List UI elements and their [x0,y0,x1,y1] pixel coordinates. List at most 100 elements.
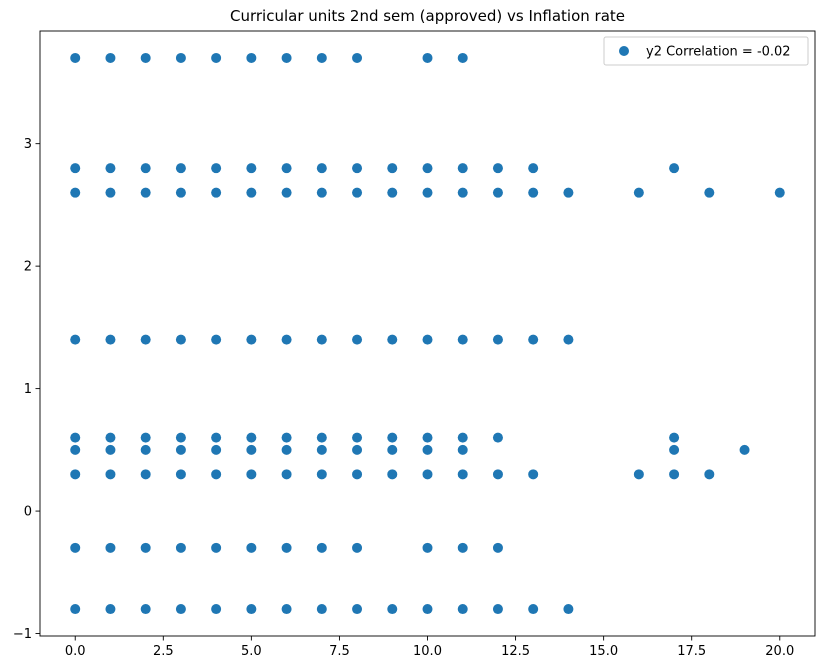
data-point [669,432,680,443]
data-point [140,604,151,615]
data-point [281,187,292,198]
data-point [563,187,574,198]
data-point [387,334,398,345]
data-point [528,469,539,480]
data-point [316,187,327,198]
data-point [387,444,398,455]
data-point [246,542,257,553]
x-tick-label: 17.5 [677,644,706,659]
data-point [422,187,433,198]
data-point [211,542,222,553]
data-point [246,52,257,63]
data-point [563,334,574,345]
data-point [422,432,433,443]
points-layer [70,52,785,615]
data-point [140,432,151,443]
data-point [175,432,186,443]
data-point [422,542,433,553]
data-point [175,604,186,615]
x-tick-label: 12.5 [501,644,530,659]
data-point [211,604,222,615]
data-point [70,542,81,553]
data-point [457,432,468,443]
data-point [633,469,644,480]
x-tick-label: 0.0 [65,644,86,659]
data-point [457,469,468,480]
data-point [422,604,433,615]
data-point [211,187,222,198]
data-point [422,334,433,345]
data-point [316,604,327,615]
data-point [352,469,363,480]
data-point [70,163,81,174]
data-point [246,444,257,455]
data-point [70,432,81,443]
data-point [316,469,327,480]
x-axis: 0.0 2.5 5.0 7.5 10.0 12.5 15.0 17.5 20.0 [65,636,794,659]
data-point [70,52,81,63]
data-point [105,52,116,63]
data-point [105,187,116,198]
y-tick-label: 0 [24,505,32,520]
data-point [246,334,257,345]
data-point [316,542,327,553]
data-point [140,542,151,553]
data-point [246,187,257,198]
data-point [281,444,292,455]
data-point [175,334,186,345]
data-point [105,163,116,174]
x-tick-label: 10.0 [413,644,442,659]
data-point [211,444,222,455]
data-point [211,334,222,345]
chart-title: Curricular units 2nd sem (approved) vs I… [230,7,625,25]
data-point [457,604,468,615]
data-point [352,163,363,174]
data-point [175,469,186,480]
data-point [211,163,222,174]
data-point [175,187,186,198]
data-point [492,469,503,480]
y-tick-label: 1 [24,382,32,397]
data-point [316,432,327,443]
data-point [704,469,715,480]
data-point [457,334,468,345]
data-point [422,444,433,455]
data-point [211,52,222,63]
data-point [316,334,327,345]
data-point [246,163,257,174]
data-point [316,163,327,174]
data-point [352,187,363,198]
data-point [105,334,116,345]
data-point [352,604,363,615]
data-point [528,187,539,198]
data-point [352,432,363,443]
y-tick-label: 3 [24,137,32,152]
data-point [70,604,81,615]
data-point [70,444,81,455]
data-point [774,187,785,198]
data-point [105,469,116,480]
data-point [175,542,186,553]
legend-label: y2 Correlation = -0.02 [646,45,791,60]
data-point [281,604,292,615]
data-point [704,187,715,198]
data-point [669,444,680,455]
data-point [281,52,292,63]
x-tick-label: 20.0 [765,644,794,659]
y-axis: −1 0 1 2 3 [13,137,40,642]
data-point [492,187,503,198]
data-point [563,604,574,615]
data-point [492,604,503,615]
y-tick-label: 2 [24,260,32,275]
data-point [140,334,151,345]
data-point [281,469,292,480]
data-point [70,334,81,345]
data-point [70,469,81,480]
data-point [140,469,151,480]
data-point [457,444,468,455]
legend: y2 Correlation = -0.02 [603,36,809,66]
data-point [316,444,327,455]
data-point [105,444,116,455]
data-point [457,187,468,198]
